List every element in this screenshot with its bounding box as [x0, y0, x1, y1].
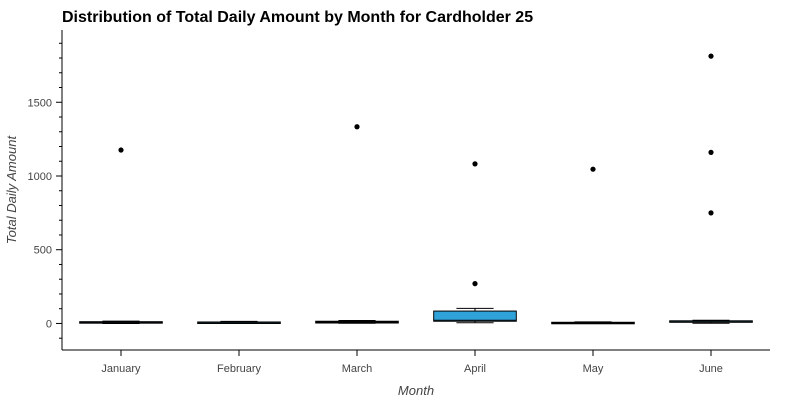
- x-tick-label: January: [101, 363, 141, 375]
- x-tick-label: May: [583, 363, 604, 375]
- y-tick-label: 0: [46, 318, 52, 330]
- box-group-january: [79, 147, 163, 324]
- outlier-point: [472, 161, 478, 167]
- box-group-april: [433, 161, 517, 324]
- outlier-point: [354, 124, 360, 130]
- y-tick-label: 1000: [28, 171, 52, 183]
- box-group-june: [669, 53, 753, 324]
- chart-title: Distribution of Total Daily Amount by Mo…: [62, 9, 533, 26]
- y-tick-label: 1500: [28, 97, 52, 109]
- outlier-point: [708, 53, 714, 59]
- outlier-point: [472, 281, 478, 287]
- box-group-february: [197, 320, 281, 324]
- plot-area: [62, 30, 770, 350]
- outlier-point: [118, 147, 124, 153]
- outlier-point: [708, 210, 714, 216]
- outlier-point: [708, 149, 714, 155]
- x-tick-label: April: [464, 363, 486, 375]
- x-axis-title: Month: [398, 383, 434, 398]
- box-group-may: [551, 166, 635, 325]
- box-iqr: [433, 310, 517, 322]
- box-group-march: [315, 124, 399, 324]
- x-tick-label: February: [217, 363, 262, 375]
- y-axis-title: Total Daily Amount: [4, 135, 19, 245]
- x-axis: January February March April May June: [101, 350, 723, 375]
- y-tick-label: 500: [34, 245, 52, 257]
- x-tick-label: March: [342, 363, 373, 375]
- x-tick-label: June: [699, 363, 723, 375]
- boxes-layer: [79, 53, 753, 325]
- outlier-point: [590, 166, 596, 172]
- y-axis: 0 500 1000 1500: [28, 42, 62, 339]
